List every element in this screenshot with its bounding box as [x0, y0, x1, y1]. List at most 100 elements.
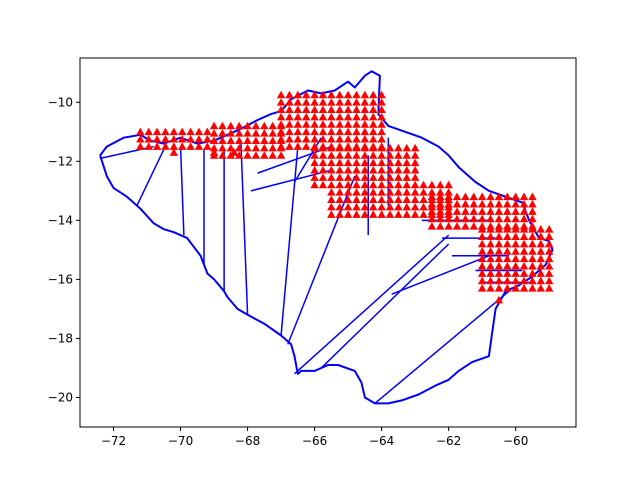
data-point	[494, 295, 504, 304]
data-point	[394, 195, 403, 204]
data-point	[394, 151, 403, 159]
x-tick-label: −62	[436, 434, 461, 448]
data-point	[327, 165, 336, 174]
data-point	[318, 105, 328, 114]
data-point	[410, 165, 420, 174]
data-point	[528, 225, 537, 233]
data-point	[178, 127, 187, 136]
data-point	[519, 225, 529, 233]
data-point	[352, 188, 361, 196]
data-point	[276, 151, 286, 159]
data-point	[385, 188, 395, 196]
data-point	[444, 214, 453, 223]
data-point	[528, 199, 537, 208]
data-point	[385, 210, 395, 218]
data-point	[452, 207, 462, 215]
data-point	[285, 120, 294, 128]
y-tick-label: −18	[48, 331, 73, 345]
data-point	[310, 120, 319, 128]
data-point	[144, 142, 153, 150]
data-point	[477, 269, 487, 277]
data-point	[369, 98, 378, 106]
data-point	[369, 188, 378, 196]
data-point	[436, 180, 445, 189]
data-point	[352, 151, 361, 159]
data-point	[461, 192, 470, 201]
data-point	[352, 173, 361, 181]
data-point	[203, 127, 212, 136]
data-point	[377, 210, 386, 218]
data-point	[285, 112, 294, 121]
data-point	[310, 98, 319, 106]
data-point	[377, 143, 386, 152]
data-point	[293, 105, 303, 114]
data-point	[178, 134, 187, 143]
data-point	[369, 202, 378, 211]
data-point	[226, 129, 236, 137]
data-point	[352, 127, 361, 136]
y-tick-label: −12	[48, 154, 73, 168]
data-point	[293, 90, 303, 99]
data-point	[544, 284, 554, 292]
data-point	[243, 121, 252, 130]
data-point	[544, 276, 554, 285]
data-point	[302, 98, 311, 106]
data-point	[327, 195, 336, 204]
data-point	[327, 112, 336, 121]
data-point	[276, 120, 286, 128]
data-point	[352, 195, 361, 204]
data-point	[477, 284, 487, 292]
data-point	[511, 261, 520, 270]
data-point	[276, 105, 286, 114]
data-point	[310, 143, 319, 152]
data-point	[377, 151, 386, 159]
data-point	[402, 173, 411, 181]
data-point	[369, 105, 378, 114]
data-point	[169, 142, 179, 150]
data-point	[293, 120, 303, 128]
data-point	[511, 232, 520, 240]
data-point	[343, 112, 353, 121]
data-point	[402, 180, 411, 189]
data-point	[477, 199, 487, 208]
data-point	[494, 232, 504, 240]
data-point	[486, 276, 495, 285]
data-point	[335, 90, 344, 99]
data-point	[536, 254, 546, 263]
data-point	[536, 276, 546, 285]
data-point	[461, 199, 470, 208]
data-point	[302, 142, 311, 150]
y-tick-label: −16	[48, 272, 73, 286]
data-point	[318, 158, 328, 167]
data-point	[377, 158, 386, 167]
data-point	[519, 214, 529, 223]
data-point	[436, 222, 445, 230]
data-point	[528, 247, 537, 255]
connector-line	[136, 149, 165, 206]
data-point	[402, 195, 411, 204]
data-point	[229, 148, 239, 156]
data-point	[427, 222, 437, 230]
data-point	[360, 180, 370, 189]
data-point	[511, 225, 520, 233]
data-point	[327, 134, 336, 143]
data-point	[494, 207, 504, 215]
x-axis: −72 −70 −68 −66 −64 −62 −60	[101, 427, 528, 448]
data-point	[394, 210, 403, 218]
data-point	[519, 247, 529, 255]
data-point	[494, 254, 504, 263]
data-point	[494, 199, 504, 208]
data-point	[385, 151, 395, 159]
data-point	[410, 158, 420, 167]
data-point	[268, 151, 277, 159]
data-point	[178, 142, 187, 150]
data-point	[461, 207, 470, 215]
data-point	[519, 207, 529, 215]
data-point	[327, 180, 336, 189]
data-point	[136, 142, 145, 150]
data-point	[519, 269, 529, 277]
data-point	[343, 180, 353, 189]
data-point	[343, 98, 353, 106]
data-point	[318, 151, 328, 159]
data-point	[410, 180, 420, 189]
